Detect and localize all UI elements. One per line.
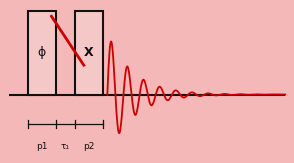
Bar	[28, 11, 56, 95]
Text: τ₁: τ₁	[61, 142, 70, 151]
Text: p2: p2	[83, 142, 95, 151]
Text: p1: p1	[36, 142, 48, 151]
Bar	[75, 11, 103, 95]
Text: ϕ: ϕ	[38, 46, 46, 59]
Text: X: X	[84, 46, 94, 59]
